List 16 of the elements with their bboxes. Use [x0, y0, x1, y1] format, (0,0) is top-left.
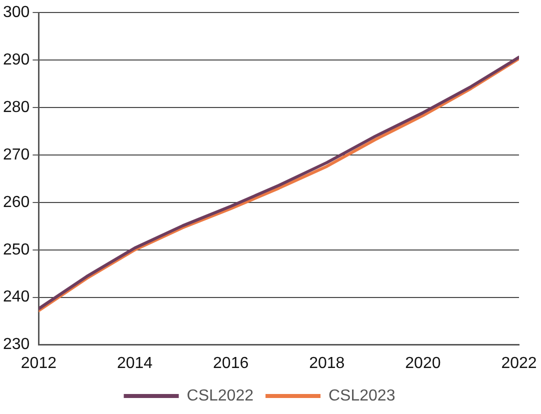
y-tick-label: 300: [2, 4, 30, 22]
y-tick-label: 230: [2, 336, 30, 354]
legend-label: CSL2022: [186, 387, 254, 404]
y-tick-label: 280: [2, 98, 30, 116]
x-tick-label: 2012: [20, 354, 57, 372]
x-tick-label: 2020: [405, 354, 441, 372]
x-tick-label: 2022: [501, 354, 537, 372]
x-tick-label: 2016: [213, 354, 249, 372]
legend-label: CSL2023: [328, 387, 396, 404]
y-tick-label: 250: [2, 241, 30, 258]
y-tick-label: 240: [2, 288, 30, 306]
y-tick-label: 260: [2, 194, 30, 211]
y-tick-label: 290: [2, 51, 30, 68]
x-tick-label: 2014: [116, 354, 153, 372]
y-tick-label: 270: [2, 146, 30, 164]
x-tick-label: 2018: [309, 354, 345, 372]
